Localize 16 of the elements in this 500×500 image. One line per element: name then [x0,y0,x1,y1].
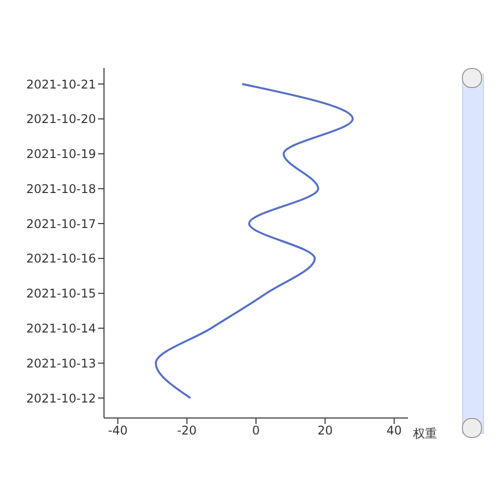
x-tick-label: -20 [177,424,197,438]
y-tick-label: 2021-10-15 [26,286,96,301]
x-tick-label: 0 [252,424,260,438]
y-tick-label: 2021-10-14 [26,321,96,336]
y-tick-label: 2021-10-18 [26,182,96,196]
y-tick-label: 2021-10-21 [26,77,96,92]
x-tick-label: 20 [317,424,333,438]
y-tick-label: 2021-10-17 [26,216,96,231]
y-tick-label: 2021-10-13 [26,356,96,370]
y-tick-label: 2021-10-16 [26,252,96,266]
y-tick-label: 2021-10-20 [26,112,96,126]
x-axis-title: 权重 [412,426,437,440]
y-tick-label: 2021-10-19 [26,147,96,162]
y-tick-label: 2021-10-12 [26,391,96,406]
x-tick-label: -40 [108,424,128,438]
x-tick-label: 40 [386,424,402,438]
